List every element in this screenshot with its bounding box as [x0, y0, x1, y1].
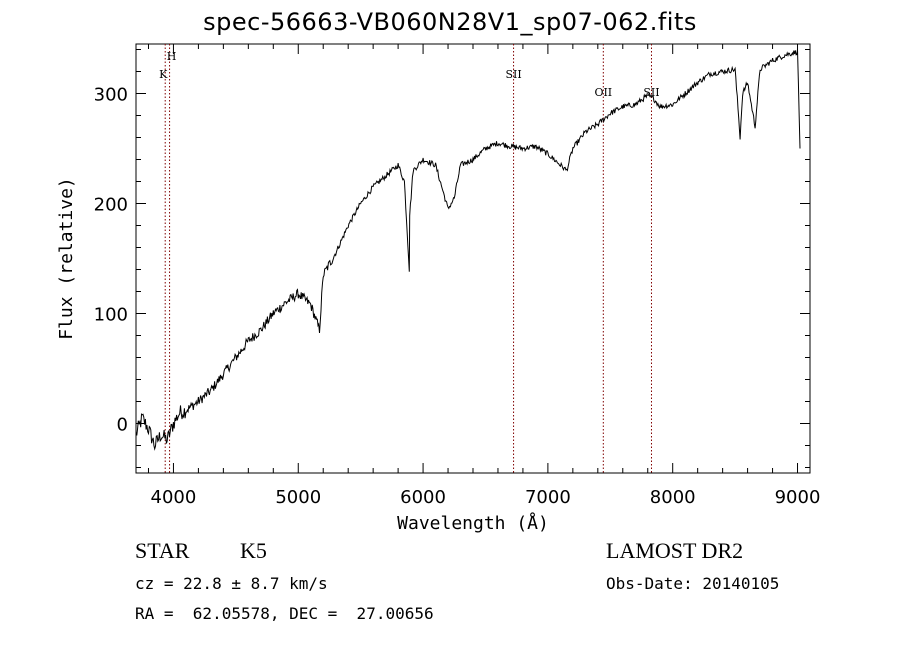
x-tick-label: 9000 — [775, 487, 821, 508]
x-tick-label: 8000 — [650, 487, 696, 508]
spectrum-line — [135, 49, 801, 451]
plot-frame — [135, 43, 811, 474]
redshift-velocity: cz = 22.8 ± 8.7 km/s — [135, 574, 328, 593]
y-tick-label: 200 — [94, 195, 128, 216]
line-marker-label: H — [167, 50, 177, 63]
y-axis-label: Flux (relative) — [56, 177, 77, 340]
line-marker-label: SII — [505, 68, 521, 81]
line-marker-label: K — [159, 68, 168, 81]
chart-title: spec-56663-VB060N28V1_sp07-062.fits — [203, 8, 697, 36]
y-tick-label: 300 — [94, 85, 128, 106]
object-class: STAR — [135, 538, 190, 563]
x-tick-label: 4000 — [151, 487, 197, 508]
x-tick-label: 7000 — [525, 487, 571, 508]
x-tick-label: 6000 — [400, 487, 446, 508]
survey-release: LAMOST DR2 — [606, 538, 744, 563]
x-axis-label: Wavelength (Å) — [397, 512, 549, 534]
x-tick-label: 5000 — [275, 487, 321, 508]
line-marker-label: OII — [594, 86, 612, 99]
y-tick-label: 0 — [117, 415, 128, 436]
object-subclass: K5 — [240, 538, 267, 563]
line-marker-label: SII — [643, 86, 659, 99]
ra-dec-coordinates: RA = 62.05578, DEC = 27.00656 — [135, 604, 434, 623]
observation-date: Obs-Date: 20140105 — [606, 574, 780, 593]
y-tick-label: 100 — [94, 305, 128, 326]
